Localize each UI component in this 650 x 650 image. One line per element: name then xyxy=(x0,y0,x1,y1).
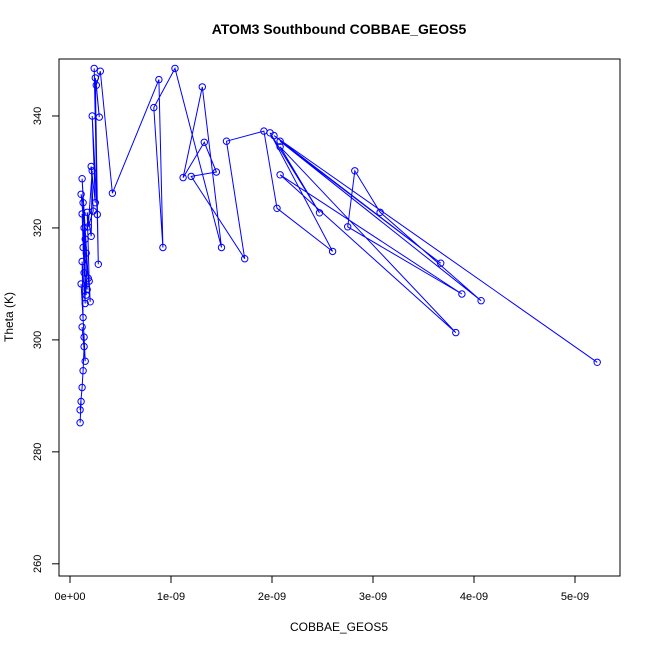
data-point xyxy=(80,342,88,351)
data-point xyxy=(95,113,104,121)
data-point xyxy=(273,204,281,213)
data-point xyxy=(77,397,85,406)
data-point xyxy=(344,223,352,231)
data-point xyxy=(155,75,163,84)
y-tick-label: 340 xyxy=(32,107,44,125)
data-point xyxy=(82,291,90,299)
x-tick-label: 3e-09 xyxy=(359,591,387,603)
data-point xyxy=(77,280,85,288)
y-tick-label: 260 xyxy=(32,555,44,573)
data-point xyxy=(79,199,87,207)
x-tick-label: 1e-09 xyxy=(157,591,185,603)
x-tick-label: 5e-09 xyxy=(561,591,589,603)
x-axis: 0e+00 1e-09 2e-09 3e-09 4e-09 5e-09 xyxy=(55,576,589,603)
data-point xyxy=(179,173,187,182)
y-tick-label: 300 xyxy=(32,331,44,349)
data-point xyxy=(76,419,84,427)
data-point xyxy=(198,83,207,91)
data-point xyxy=(76,406,84,414)
data-point xyxy=(315,209,324,217)
data-point xyxy=(80,269,88,277)
data-point xyxy=(222,137,231,145)
data-point xyxy=(84,223,92,231)
data-series xyxy=(76,64,601,427)
x-axis-label: COBBAE_GEOS5 xyxy=(290,620,388,634)
data-point xyxy=(91,199,100,207)
series-line xyxy=(79,67,598,423)
y-axis: 260 280 300 320 340 xyxy=(32,107,59,573)
data-point xyxy=(82,249,90,257)
data-point xyxy=(171,64,179,73)
data-point xyxy=(92,81,101,89)
x-tick-label: 4e-09 xyxy=(460,591,488,603)
chart-title: ATOM3 Southbound COBBAE_GEOS5 xyxy=(212,21,467,37)
x-tick-label: 0e+00 xyxy=(55,591,86,603)
data-point xyxy=(78,175,86,183)
data-point xyxy=(78,323,86,331)
data-point xyxy=(376,208,384,217)
data-point xyxy=(351,167,359,175)
x-tick-label: 2e-09 xyxy=(258,591,286,603)
data-point xyxy=(452,328,460,337)
data-point xyxy=(270,131,278,140)
data-point xyxy=(276,143,284,151)
data-point xyxy=(81,299,89,308)
y-tick-label: 280 xyxy=(32,443,44,461)
data-point xyxy=(276,137,284,145)
data-point xyxy=(81,235,89,243)
data-point xyxy=(212,168,221,176)
data-point xyxy=(217,243,226,252)
data-point xyxy=(78,383,86,392)
data-point xyxy=(88,167,96,175)
data-point xyxy=(79,243,87,252)
data-point xyxy=(87,232,95,241)
data-point xyxy=(159,243,167,252)
data-point xyxy=(458,290,466,298)
data-point xyxy=(88,112,96,120)
data-point xyxy=(108,189,117,197)
data-point xyxy=(94,260,103,268)
data-point xyxy=(150,103,158,112)
data-point xyxy=(477,297,485,305)
data-point xyxy=(77,190,85,199)
data-point xyxy=(78,210,86,218)
data-point xyxy=(85,277,93,285)
data-point xyxy=(276,171,284,179)
data-point xyxy=(328,247,337,256)
data-point xyxy=(187,172,195,181)
data-point xyxy=(79,313,87,322)
data-point xyxy=(86,298,94,306)
y-tick-label: 320 xyxy=(32,219,44,237)
data-point xyxy=(81,357,89,365)
data-point xyxy=(87,162,95,171)
data-point xyxy=(79,367,87,375)
data-point xyxy=(93,210,102,219)
data-point xyxy=(437,259,445,267)
data-point xyxy=(593,358,601,366)
data-point xyxy=(83,285,91,294)
data-point xyxy=(80,333,88,341)
plot-frame xyxy=(58,58,621,577)
data-point xyxy=(91,74,100,82)
data-point xyxy=(90,64,98,73)
y-axis-label: Theta (K) xyxy=(2,292,16,342)
data-point xyxy=(241,255,249,263)
data-point xyxy=(96,67,105,75)
data-point xyxy=(80,224,88,232)
data-point xyxy=(200,138,209,147)
data-point xyxy=(78,257,86,266)
